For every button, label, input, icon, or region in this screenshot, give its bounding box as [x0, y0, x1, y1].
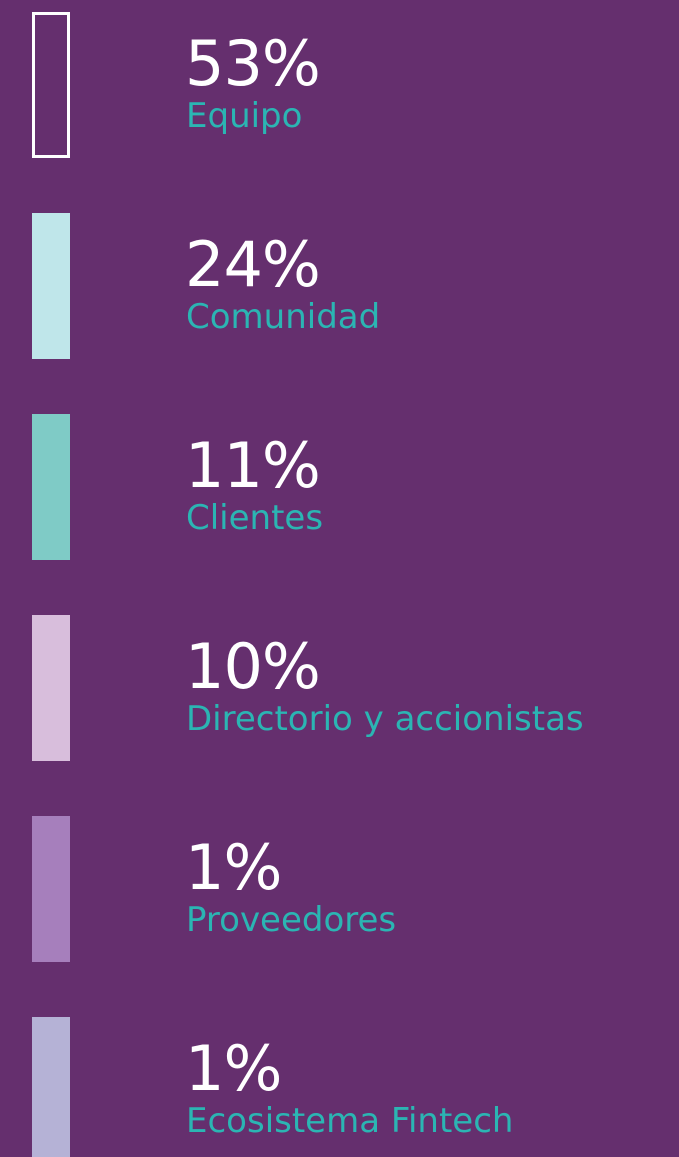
legend-label: Clientes: [186, 498, 324, 538]
legend-label: Equipo: [186, 96, 303, 136]
legend-swatch: [32, 414, 70, 560]
legend-percent: 53%: [185, 27, 321, 100]
legend-swatch: [32, 1017, 70, 1157]
legend-swatch: [32, 816, 70, 962]
legend-label: Comunidad: [186, 297, 381, 337]
legend-label: Ecosistema Fintech: [186, 1101, 514, 1141]
legend-percent: 24%: [185, 228, 321, 301]
legend-percent: 1%: [185, 1032, 282, 1105]
legend-percent: 1%: [185, 831, 282, 904]
legend-swatch: [32, 12, 70, 158]
legend-label: Proveedores: [186, 900, 397, 940]
legend-label: Directorio y accionistas: [186, 699, 584, 739]
legend-swatch: [32, 615, 70, 761]
legend-percent: 11%: [185, 429, 321, 502]
legend-swatch: [32, 213, 70, 359]
legend-percent: 10%: [185, 630, 321, 703]
